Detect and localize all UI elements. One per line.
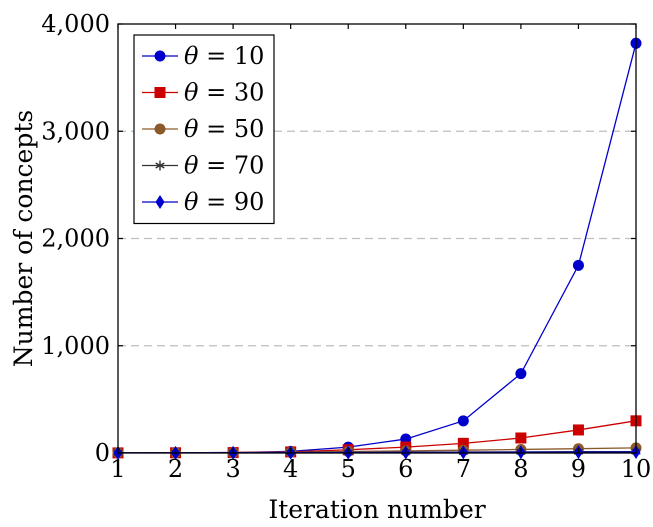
legend-symbol: θ: [184, 115, 199, 143]
y-tick-label: 3,000: [41, 117, 110, 145]
legend-label: θ = 90: [184, 188, 264, 216]
legend-label: θ = 10: [184, 42, 264, 70]
grid-lines: [118, 130, 636, 347]
circle-marker: [154, 50, 166, 62]
y-tick-label: 0: [95, 439, 110, 467]
legend-symbol: θ: [184, 152, 199, 180]
legend-value: = 90: [198, 188, 264, 216]
legend-item: θ = 50: [142, 115, 264, 143]
x-tick-label: 6: [398, 455, 413, 483]
y-tick-label: 1,000: [41, 332, 110, 360]
x-tick-label: 5: [341, 455, 356, 483]
diamond-marker: [155, 195, 165, 209]
x-axis-label: Iteration number: [268, 495, 485, 524]
data-point: [572, 424, 584, 436]
legend: θ = 10θ = 30θ = 50θ = 70θ = 90: [133, 34, 275, 225]
data-point: [572, 259, 584, 271]
legend-item: θ = 30: [142, 79, 264, 107]
square-marker: [154, 87, 166, 98]
legend-item: θ = 10: [142, 42, 264, 70]
x-tick-label: 2: [168, 455, 183, 483]
legend-symbol: θ: [184, 42, 199, 70]
circle-marker: [154, 123, 166, 135]
data-point: [515, 432, 527, 444]
legend-label: θ = 70: [184, 152, 264, 180]
x-axis: 1 2 3 4 5 6 7 8 9 10: [110, 24, 651, 483]
x-tick-label: 7: [456, 455, 471, 483]
x-tick-label: 10: [621, 455, 652, 483]
x-tick-label: 9: [571, 455, 586, 483]
legend-value: = 50: [198, 115, 264, 143]
data-point: [457, 415, 469, 427]
x-tick-label: 1: [110, 455, 125, 483]
x-tick-label: 8: [513, 455, 528, 483]
legend-value: = 30: [198, 79, 264, 107]
legend-label: θ = 50: [184, 115, 264, 143]
legend-value: = 70: [198, 152, 264, 180]
data-point: [457, 437, 469, 449]
x-tick-label: 3: [225, 455, 240, 483]
x-tick-label: 4: [283, 455, 298, 483]
y-tick-label: 4,000: [41, 10, 110, 38]
star-marker: [155, 160, 165, 171]
legend-symbol: θ: [184, 79, 199, 107]
y-tick-label: 2,000: [41, 225, 110, 253]
legend-item: θ = 90: [142, 188, 264, 216]
series-3: [112, 442, 642, 459]
y-axis-label: Number of concepts: [9, 110, 38, 367]
legend-value: = 10: [198, 42, 264, 70]
legend-label: θ = 30: [184, 79, 264, 107]
series-line: [117, 420, 637, 454]
y-axis: 0 1,000 2,000 3,000 4,000: [41, 10, 636, 467]
data-point: [515, 368, 527, 380]
legend-symbol: θ: [184, 188, 199, 216]
legend-item: θ = 70: [142, 152, 264, 180]
